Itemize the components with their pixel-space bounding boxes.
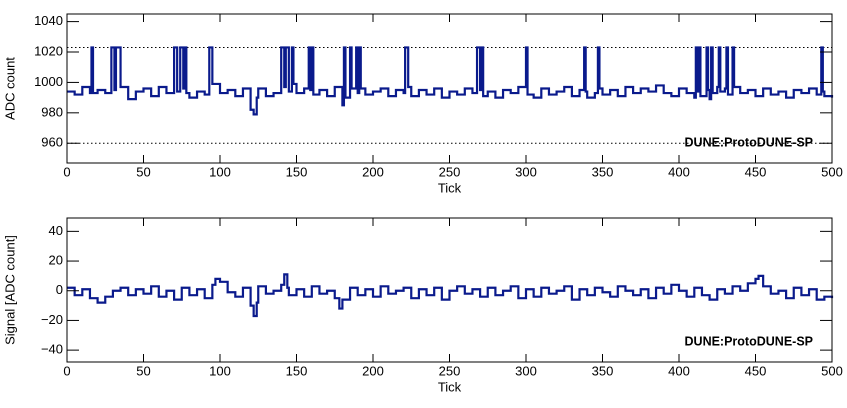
x-tick-label: 0	[63, 363, 70, 378]
x-tick-label: 50	[136, 164, 150, 179]
x-tick-label: 150	[286, 164, 308, 179]
y-axis-label: ADC count	[2, 57, 17, 120]
x-tick-label: 150	[286, 363, 308, 378]
y-tick-label: 1000	[34, 74, 63, 89]
x-tick-label: 200	[362, 164, 384, 179]
y-tick-label: 0	[56, 282, 63, 297]
panel: 0 50 100 150 200 250 300 350 400 450 500 960 980 1000…	[2, 13, 842, 195]
x-tick-label: 200	[362, 363, 384, 378]
y-tick-label: 20	[49, 252, 63, 267]
x-tick-label: 500	[821, 164, 843, 179]
x-tick-label: 100	[209, 164, 231, 179]
x-axis-label: Tick	[438, 379, 462, 394]
x-tick-label: 500	[821, 363, 843, 378]
y-axis-label: Signal [ADC count]	[2, 235, 17, 345]
x-tick-label: 100	[209, 363, 231, 378]
x-tick-label: 250	[439, 164, 461, 179]
y-tick-label: 1040	[34, 13, 63, 28]
x-tick-label: 400	[668, 363, 690, 378]
x-tick-label: 0	[63, 164, 70, 179]
annotation: DUNE:ProtoDUNE-SP	[685, 135, 813, 149]
x-tick-label: 300	[515, 164, 537, 179]
x-tick-label: 350	[592, 363, 614, 378]
annotation: DUNE:ProtoDUNE-SP	[685, 334, 813, 348]
y-tick-label: −40	[41, 342, 63, 357]
x-tick-label: 450	[745, 363, 767, 378]
y-tick-label: 960	[41, 135, 63, 150]
x-tick-label: 400	[668, 164, 690, 179]
panel: 0 50 100 150 200 250 300 350 400 450 500 −40 −20 0 20 4…	[2, 217, 843, 394]
x-tick-label: 300	[515, 363, 537, 378]
y-tick-label: 40	[49, 223, 63, 238]
y-tick-label: −20	[41, 312, 63, 327]
y-tick-label: 980	[41, 104, 63, 119]
signal-trace	[67, 46, 834, 116]
y-tick-label: 1020	[34, 43, 63, 58]
x-tick-label: 450	[745, 164, 767, 179]
signal-trace	[67, 273, 834, 318]
x-axis-label: Tick	[438, 180, 462, 195]
x-tick-label: 350	[592, 164, 614, 179]
x-tick-label: 250	[439, 363, 461, 378]
x-tick-label: 50	[136, 363, 150, 378]
